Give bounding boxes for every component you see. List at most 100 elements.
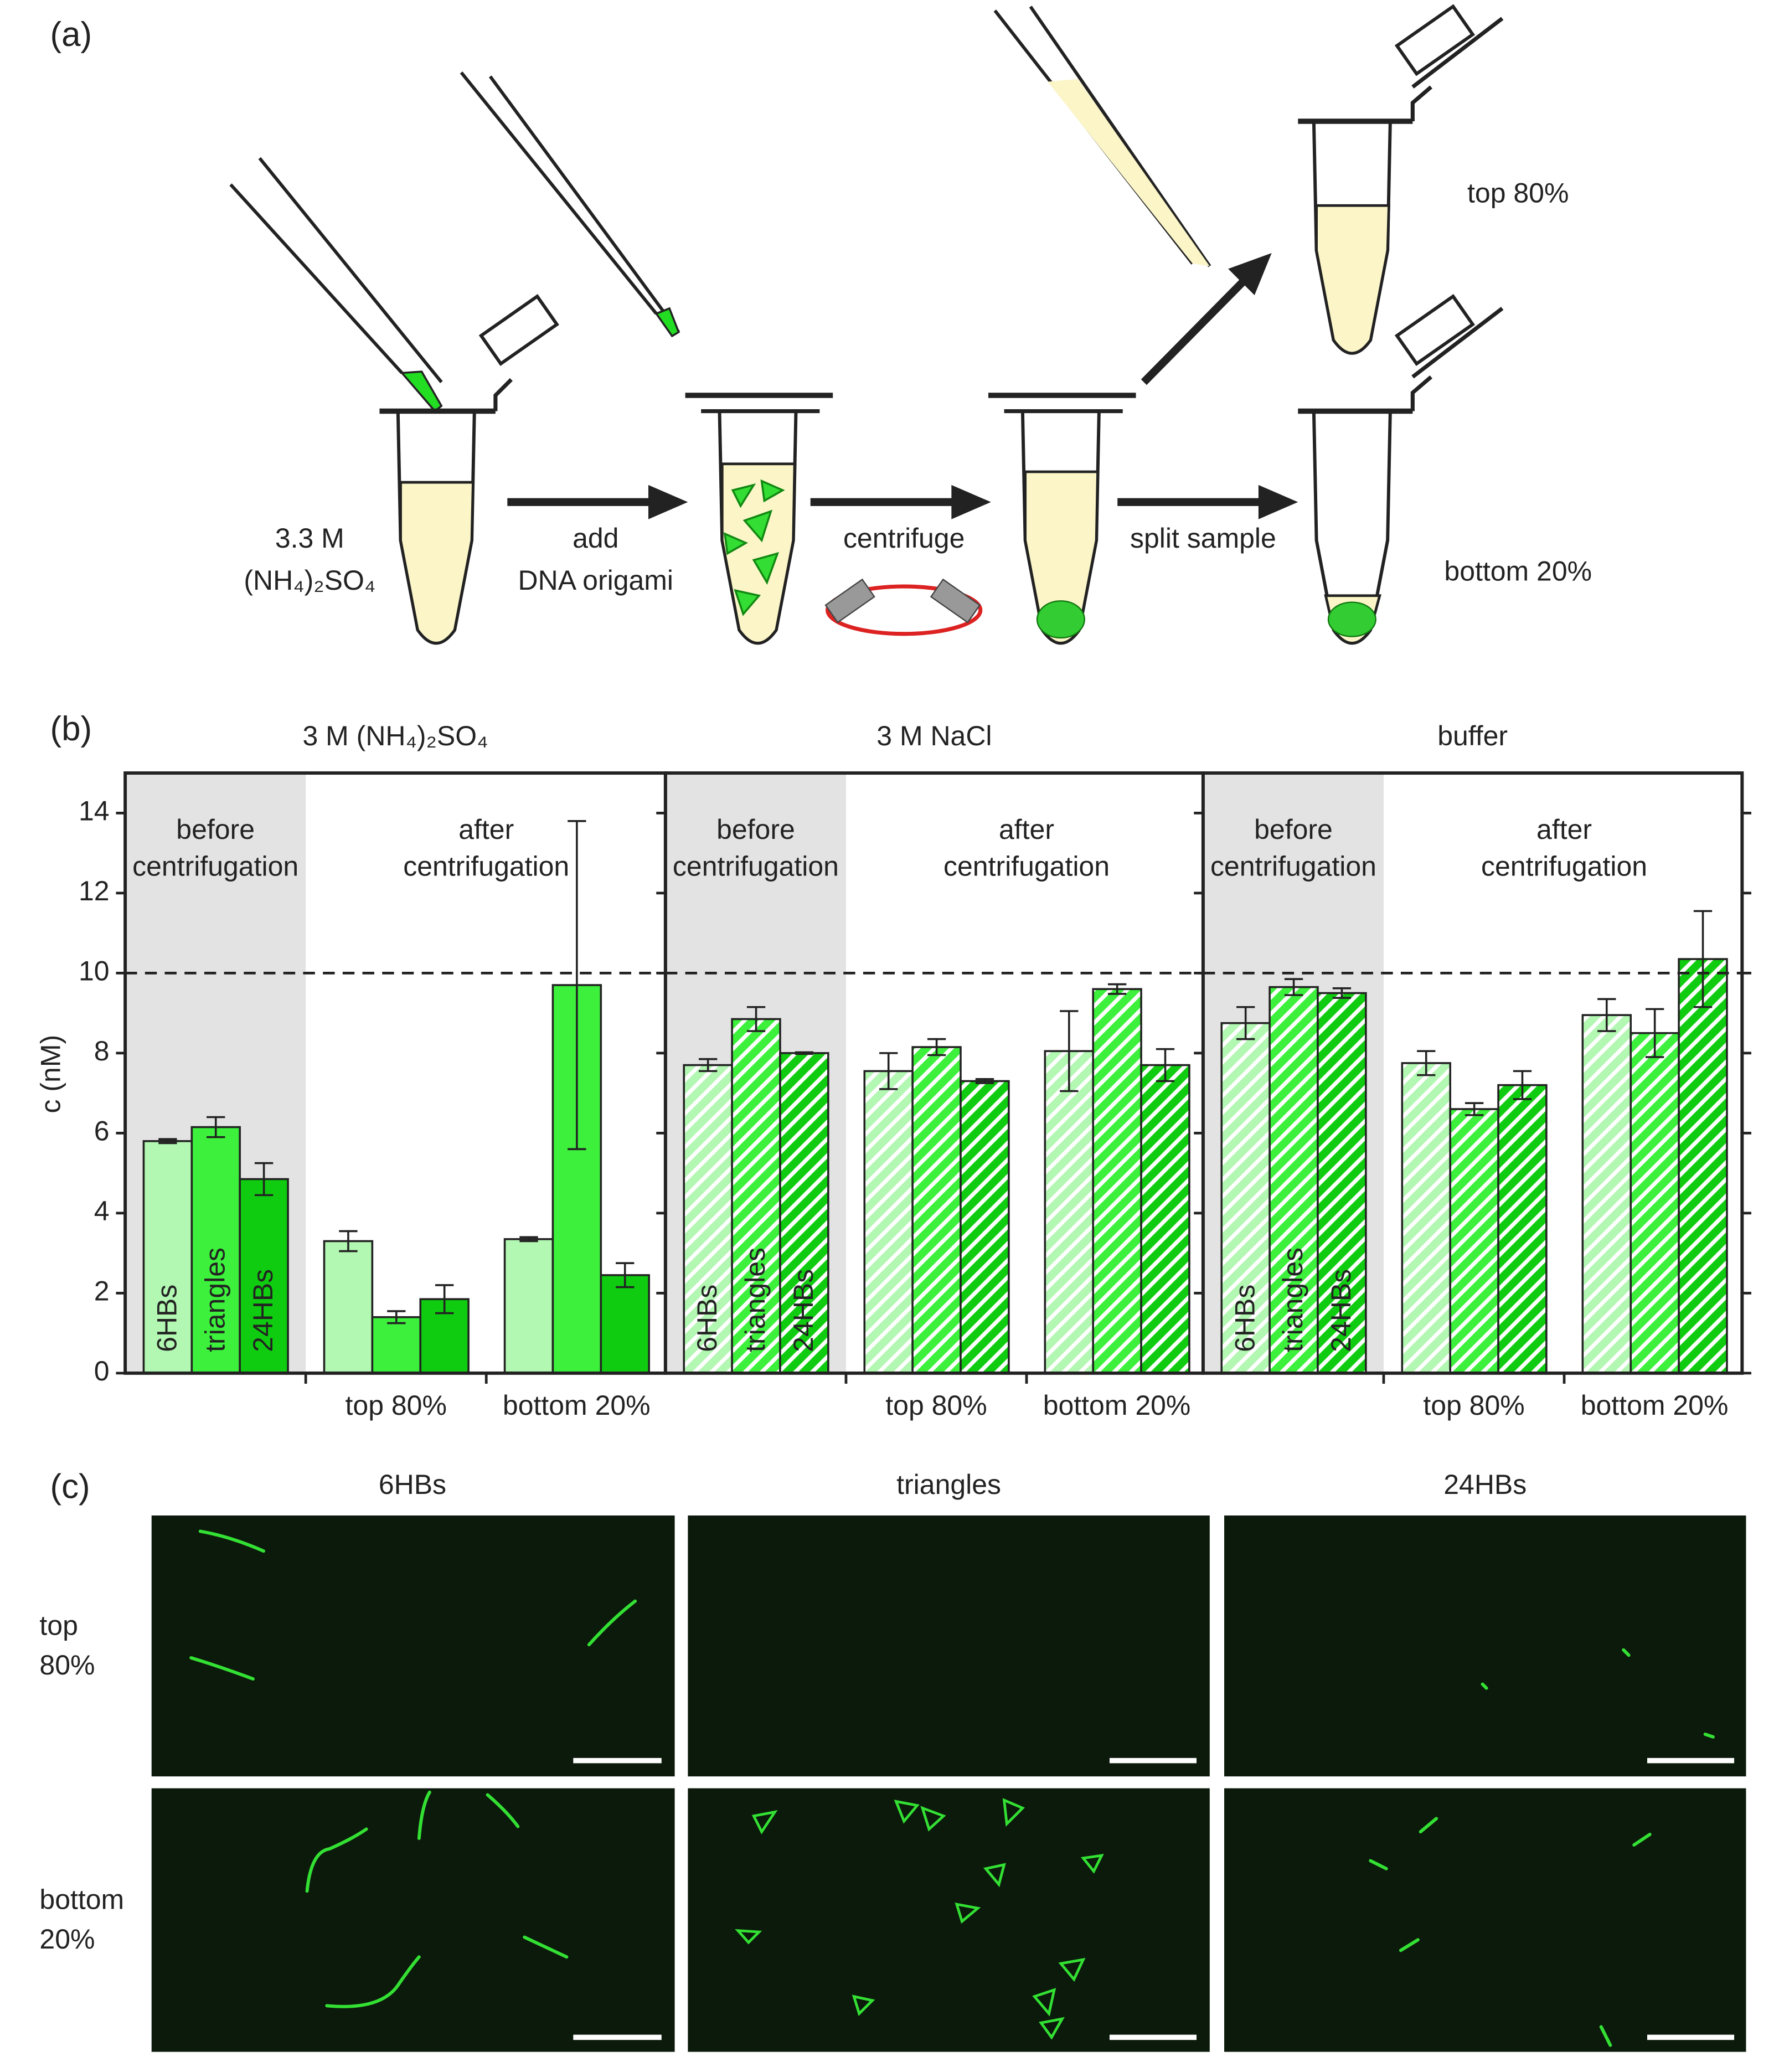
origami <box>723 479 785 616</box>
x-tick-label: bottom 20% <box>1043 1390 1191 1421</box>
error-bar <box>158 1138 177 1145</box>
micrograph <box>688 1515 1210 1777</box>
filament <box>305 1827 368 1893</box>
region-label: after <box>999 814 1054 845</box>
error-bar <box>746 1006 766 1032</box>
filament <box>587 1599 637 1647</box>
bar <box>1497 1084 1548 1374</box>
arrow-head <box>951 485 991 519</box>
triangle <box>731 483 756 508</box>
error-bar <box>1693 910 1713 1008</box>
series-label: 6HBs <box>1229 1285 1260 1352</box>
bar <box>911 1046 962 1374</box>
mini-tube <box>824 578 875 623</box>
rod <box>1632 1832 1652 1847</box>
row-label: 20% <box>39 1924 95 1955</box>
y-tick-label: 6 <box>94 1116 110 1147</box>
rod <box>1622 1648 1631 1657</box>
pipette <box>229 183 404 374</box>
bar <box>600 1274 650 1374</box>
error-bar <box>927 1038 946 1056</box>
micrograph <box>151 1788 675 2052</box>
error-bar <box>1060 1010 1079 1092</box>
y-tick-label: 12 <box>79 875 110 906</box>
triangle <box>751 1810 778 1834</box>
plot-frame <box>1201 771 1744 1375</box>
bar <box>190 1126 241 1374</box>
series-label: 24HBs <box>247 1269 279 1352</box>
region-label: centrifugation <box>132 851 298 882</box>
micrographs <box>151 1515 1746 2052</box>
error-bar <box>1465 1102 1484 1116</box>
error-bar <box>879 1052 898 1090</box>
bar <box>1678 958 1728 1374</box>
label: centrifuge <box>843 523 965 554</box>
series-label: 6HBs <box>151 1285 182 1352</box>
region-label: before <box>716 814 795 845</box>
error-bar <box>1597 998 1616 1032</box>
bar <box>323 1240 374 1374</box>
y-tick-label: 4 <box>94 1195 110 1226</box>
lid <box>1411 307 1504 379</box>
error-bar <box>519 1236 538 1243</box>
error-bar <box>1156 1048 1175 1083</box>
series-label: 24HBs <box>788 1269 819 1352</box>
region-label: centrifugation <box>673 851 839 882</box>
pipette-liquid <box>1048 79 1210 266</box>
pipette-tip <box>400 370 443 413</box>
lid <box>1394 294 1476 367</box>
series-label: 24HBs <box>1326 1269 1357 1352</box>
arrow-head <box>1258 485 1298 519</box>
label: add <box>573 523 618 554</box>
error-bar <box>616 1262 635 1288</box>
series-label: triangles <box>1277 1248 1308 1352</box>
label: top 80% <box>1467 177 1569 208</box>
error-bar <box>699 1058 718 1073</box>
label: DNA origami <box>518 565 673 596</box>
filament <box>189 1656 255 1681</box>
bar <box>1044 1050 1094 1374</box>
micrograph <box>1224 1788 1746 2052</box>
structures <box>189 1529 1715 2047</box>
bar <box>683 1064 733 1374</box>
pipette <box>460 71 658 315</box>
error-bar <box>435 1284 454 1315</box>
error-bar <box>795 1051 814 1055</box>
liquid <box>399 481 475 645</box>
error-bar <box>1417 1050 1436 1076</box>
panel-label: (c) <box>50 1468 90 1506</box>
triangle <box>894 1800 920 1824</box>
bar <box>1581 1014 1632 1374</box>
label: (NH₄)₂SO₄ <box>244 565 375 596</box>
chart-title: 3 M (NH₄)₂SO₄ <box>303 720 488 751</box>
region-label: centrifugation <box>1210 851 1376 882</box>
label: bottom 20% <box>1444 555 1592 586</box>
triangle <box>734 589 761 616</box>
charts: 0 2 4 6 8 10 12 14 c (nM) 3 M (NH₄)₂SO₄ before cent… <box>35 720 1751 1421</box>
error-bar <box>1645 1008 1664 1058</box>
region-label: centrifugation <box>1481 851 1647 882</box>
triangle <box>723 532 749 555</box>
lid <box>1394 4 1476 76</box>
arrow <box>1141 276 1249 385</box>
triangle <box>742 509 773 543</box>
x-tick-label: bottom 20% <box>503 1390 651 1421</box>
column-title: 24HBs <box>1443 1469 1527 1500</box>
series-label: 6HBs <box>692 1285 723 1352</box>
arrow-head <box>1228 252 1272 296</box>
pellet <box>1036 600 1085 639</box>
triangle <box>1080 1853 1104 1874</box>
label: 3.3 M <box>275 523 344 554</box>
region-label: before <box>1254 814 1333 845</box>
triangle <box>955 1902 981 1924</box>
series-label: triangles <box>740 1248 771 1352</box>
triangle <box>1002 1798 1025 1827</box>
row-label: 80% <box>39 1650 95 1681</box>
panel-label: (b) <box>50 710 92 748</box>
error-bar <box>1513 1070 1532 1100</box>
bar <box>503 1238 554 1374</box>
rod <box>1599 2025 1612 2047</box>
y-tick-label: 14 <box>79 796 110 827</box>
rod <box>1703 1733 1715 1739</box>
